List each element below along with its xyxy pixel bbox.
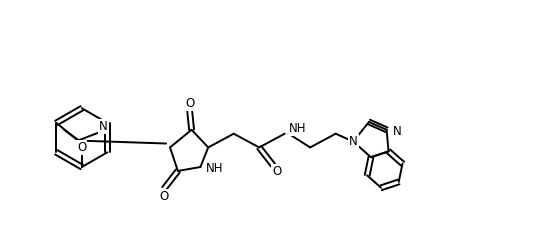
Text: N: N	[349, 135, 358, 148]
Text: O: O	[159, 190, 169, 203]
Text: NH: NH	[206, 163, 224, 175]
Text: O: O	[185, 97, 194, 110]
Text: NH: NH	[288, 122, 306, 135]
Text: N: N	[393, 125, 401, 138]
Text: O: O	[77, 141, 87, 154]
Text: O: O	[272, 165, 281, 179]
Text: N: N	[99, 120, 108, 133]
